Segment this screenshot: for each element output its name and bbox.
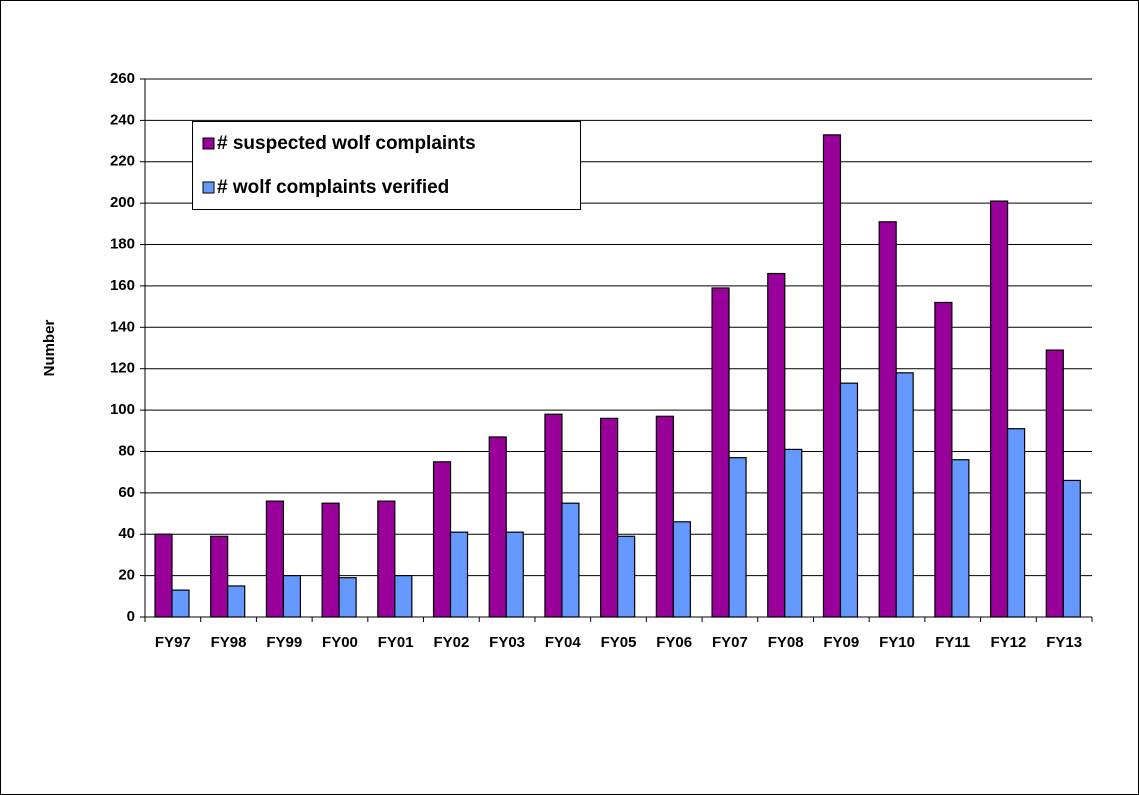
bar <box>338 577 357 618</box>
bar <box>265 500 285 618</box>
bar <box>655 415 674 618</box>
legend-label: # wolf complaints verified <box>217 177 449 198</box>
bar <box>839 382 859 618</box>
bar <box>784 448 803 618</box>
bar <box>449 531 469 618</box>
bar <box>1045 349 1064 618</box>
y-axis-label: Number <box>41 320 58 377</box>
legend-box <box>192 121 581 210</box>
bar <box>1006 428 1026 618</box>
bar <box>767 272 786 618</box>
bar <box>672 521 691 618</box>
bar <box>154 533 173 618</box>
x-tick-label: FY08 <box>768 634 804 651</box>
bar <box>171 589 190 618</box>
bar <box>394 575 413 618</box>
bar <box>282 575 302 618</box>
y-tick-label: 80 <box>118 442 135 459</box>
y-tick-label: 260 <box>110 70 135 87</box>
x-tick-label: FY10 <box>879 634 915 651</box>
bar <box>321 502 340 618</box>
bar <box>561 502 580 618</box>
bar <box>432 461 452 618</box>
legend-label: # suspected wolf complaints <box>217 133 476 154</box>
y-tick-label: 40 <box>118 525 135 542</box>
x-tick-label: FY09 <box>823 634 859 651</box>
bar <box>711 287 730 618</box>
bar <box>989 200 1009 618</box>
bar <box>505 531 524 618</box>
bar <box>227 585 246 618</box>
y-tick-label: 240 <box>110 111 135 128</box>
y-tick-label: 160 <box>110 277 135 294</box>
x-tick-label: FY07 <box>712 634 748 651</box>
bar <box>822 134 842 618</box>
bar <box>951 459 970 618</box>
y-tick-label: 120 <box>110 360 135 377</box>
x-tick-label: FY06 <box>656 634 692 651</box>
bar <box>1062 479 1081 618</box>
legend-swatch <box>202 137 215 150</box>
y-tick-label: 200 <box>110 194 135 211</box>
bar <box>377 500 396 618</box>
y-tick-label: 0 <box>127 608 135 625</box>
bar <box>878 221 897 618</box>
x-tick-label: FY01 <box>378 634 414 651</box>
y-tick-label: 60 <box>118 484 135 501</box>
y-tick-label: 180 <box>110 236 135 253</box>
bar <box>934 301 953 618</box>
y-tick-label: 100 <box>110 401 135 418</box>
bar <box>895 372 914 618</box>
bar <box>600 417 619 618</box>
y-tick-label: 220 <box>110 153 135 170</box>
bar <box>617 535 636 618</box>
x-tick-label: FY02 <box>433 634 469 651</box>
x-tick-label: FY00 <box>322 634 358 651</box>
x-tick-label: FY04 <box>545 634 582 651</box>
bar <box>488 436 507 618</box>
x-tick-label: FY98 <box>211 634 247 651</box>
legend-swatch <box>202 181 215 194</box>
x-tick-label: FY05 <box>601 634 637 651</box>
x-tick-label: FY99 <box>266 634 302 651</box>
y-tick-label: 140 <box>110 318 135 335</box>
bar <box>544 413 563 618</box>
bar <box>728 457 747 618</box>
x-tick-label: FY03 <box>489 634 525 651</box>
x-tick-label: FY97 <box>155 634 191 651</box>
x-tick-label: FY12 <box>991 634 1027 651</box>
bar <box>210 535 229 618</box>
x-tick-label: FY13 <box>1046 634 1082 651</box>
y-tick-label: 20 <box>118 567 135 584</box>
x-tick-label: FY11 <box>935 634 970 651</box>
